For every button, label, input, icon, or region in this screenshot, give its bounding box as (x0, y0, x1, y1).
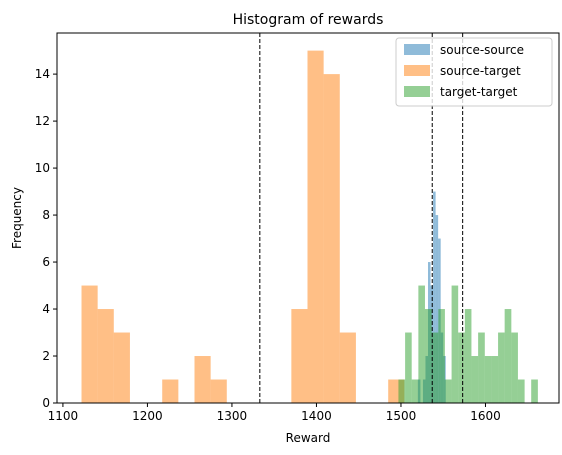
y-axis-label: Frequency (10, 187, 24, 249)
y-tick-label-6: 12 (35, 114, 50, 128)
bar-target-target-1 (405, 332, 412, 403)
bar-target-target-2 (411, 379, 419, 403)
x-axis-ticks: 1100 1200 1300 1400 1500 1600 (48, 403, 501, 423)
x-tick-label-5: 1600 (470, 409, 501, 423)
bar-target-target-15 (498, 332, 505, 403)
legend-label-source-target: source-target (440, 64, 521, 78)
legend-box (395, 37, 553, 107)
bar-target-target-18 (517, 379, 525, 403)
series-source-target (81, 50, 405, 403)
bar-target-target-0 (398, 379, 406, 403)
bar-source-target-0 (81, 285, 98, 403)
legend-swatch-source-source (404, 44, 430, 55)
y-tick-label-5: 10 (35, 161, 50, 175)
bar-target-target-8 (451, 285, 459, 403)
bar-target-target-17 (511, 332, 518, 403)
bar-target-target-13 (484, 356, 492, 403)
x-tick-label-4: 1500 (386, 409, 417, 423)
bar-target-target-5 (431, 332, 439, 403)
bar-source-target-9 (339, 332, 356, 403)
x-tick-label-1: 1200 (132, 409, 163, 423)
legend-label-target-target: target-target (440, 85, 518, 99)
bar-target-target-16 (504, 309, 512, 403)
bar-target-target-19 (531, 379, 538, 403)
x-tick-label-2: 1300 (217, 409, 248, 423)
legend: source-source source-target target-target (395, 37, 553, 107)
plot-frame (56, 32, 560, 404)
histogram-bars (81, 50, 538, 403)
bar-target-target-9 (458, 332, 465, 403)
y-tick-label-1: 2 (42, 349, 50, 363)
bar-source-target-7 (307, 50, 324, 403)
bar-source-target-8 (323, 74, 340, 403)
x-tick-label-0: 1100 (48, 409, 79, 423)
series-target-target (398, 285, 538, 403)
legend-swatch-source-target (404, 65, 430, 76)
bar-source-target-6 (291, 309, 308, 403)
y-tick-label-2: 4 (42, 302, 50, 316)
chart-title: Histogram of rewards (233, 12, 384, 28)
bar-source-target-2 (113, 332, 130, 403)
y-tick-label-0: 0 (42, 396, 50, 410)
bar-source-target-5 (210, 379, 227, 403)
x-tick-label-3: 1400 (301, 409, 332, 423)
y-tick-label-7: 14 (35, 67, 50, 81)
bar-target-target-4 (424, 309, 432, 403)
bar-target-target-3 (418, 285, 425, 403)
bar-target-target-10 (464, 309, 472, 403)
y-tick-label-4: 8 (42, 208, 50, 222)
bar-source-target-4 (194, 356, 211, 403)
bar-source-target-1 (97, 309, 114, 403)
bar-source-source-6 (435, 215, 439, 403)
bar-target-target-7 (444, 379, 452, 403)
bar-source-target-3 (162, 379, 179, 403)
bar-target-target-14 (491, 356, 499, 403)
y-tick-label-3: 6 (42, 255, 50, 269)
legend-swatch-target-target (404, 86, 430, 97)
bar-target-target-12 (478, 332, 485, 403)
bar-target-target-11 (471, 356, 479, 403)
legend-label-source-source: source-source (440, 43, 524, 57)
x-axis-label: Reward (286, 431, 331, 445)
bar-source-source-5 (433, 191, 436, 403)
y-axis-ticks: 0 2 4 6 8 10 12 14 (35, 67, 57, 410)
bar-target-target-6 (438, 309, 445, 403)
